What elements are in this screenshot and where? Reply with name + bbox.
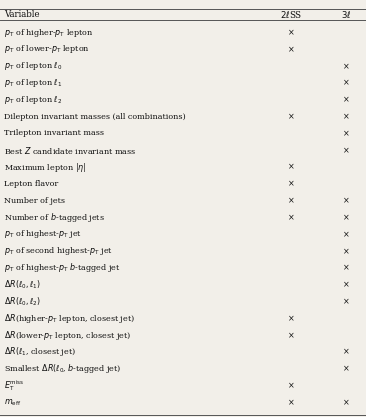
Text: $\times$: $\times$ bbox=[342, 78, 350, 88]
Text: $\times$: $\times$ bbox=[342, 112, 350, 121]
Text: $p_{\mathrm{T}}$ of highest-$p_{\mathrm{T}}$ $b$-tagged jet: $p_{\mathrm{T}}$ of highest-$p_{\mathrm{… bbox=[4, 261, 121, 274]
Text: $\times$: $\times$ bbox=[342, 297, 350, 306]
Text: $\times$: $\times$ bbox=[287, 112, 295, 121]
Text: $\times$: $\times$ bbox=[342, 61, 350, 71]
Text: $p_{\mathrm{T}}$ of highest-$p_{\mathrm{T}}$ jet: $p_{\mathrm{T}}$ of highest-$p_{\mathrm{… bbox=[4, 228, 82, 240]
Text: $\times$: $\times$ bbox=[342, 347, 350, 357]
Text: $m_{\mathrm{eff}}$: $m_{\mathrm{eff}}$ bbox=[4, 397, 22, 407]
Text: $2\ell$SS: $2\ell$SS bbox=[280, 9, 302, 20]
Text: $\Delta R$(lower-$p_{\mathrm{T}}$ lepton, closest jet): $\Delta R$(lower-$p_{\mathrm{T}}$ lepton… bbox=[4, 329, 132, 342]
Text: $p_{\mathrm{T}}$ of higher-$p_{\mathrm{T}}$ lepton: $p_{\mathrm{T}}$ of higher-$p_{\mathrm{T… bbox=[4, 27, 94, 39]
Text: Maximum lepton $|\eta|$: Maximum lepton $|\eta|$ bbox=[4, 161, 87, 173]
Text: $\times$: $\times$ bbox=[287, 398, 295, 407]
Text: Number of jets: Number of jets bbox=[4, 197, 66, 205]
Text: $\times$: $\times$ bbox=[287, 196, 295, 206]
Text: Lepton flavor: Lepton flavor bbox=[4, 180, 59, 188]
Text: $\times$: $\times$ bbox=[342, 146, 350, 155]
Text: $\times$: $\times$ bbox=[287, 330, 295, 340]
Text: $\Delta R(\ell_0, \ell_1)$: $\Delta R(\ell_0, \ell_1)$ bbox=[4, 279, 41, 291]
Text: $p_{\mathrm{T}}$ of second highest-$p_{\mathrm{T}}$ jet: $p_{\mathrm{T}}$ of second highest-$p_{\… bbox=[4, 245, 113, 257]
Text: $\times$: $\times$ bbox=[342, 229, 350, 239]
Text: $p_{\mathrm{T}}$ of lower-$p_{\mathrm{T}}$ lepton: $p_{\mathrm{T}}$ of lower-$p_{\mathrm{T}… bbox=[4, 43, 90, 55]
Text: Trilepton invariant mass: Trilepton invariant mass bbox=[4, 129, 104, 138]
Text: $\times$: $\times$ bbox=[342, 129, 350, 138]
Text: $\times$: $\times$ bbox=[287, 28, 295, 37]
Text: $3\ell$: $3\ell$ bbox=[341, 9, 351, 20]
Text: Best $Z$ candidate invariant mass: Best $Z$ candidate invariant mass bbox=[4, 145, 137, 156]
Text: $p_{\mathrm{T}}$ of lepton $\ell_0$: $p_{\mathrm{T}}$ of lepton $\ell_0$ bbox=[4, 60, 63, 72]
Text: $\times$: $\times$ bbox=[287, 381, 295, 390]
Text: $\times$: $\times$ bbox=[342, 280, 350, 289]
Text: $\times$: $\times$ bbox=[287, 45, 295, 54]
Text: $\times$: $\times$ bbox=[287, 314, 295, 323]
Text: Smallest $\Delta R(\ell_0$, $b$-tagged jet): Smallest $\Delta R(\ell_0$, $b$-tagged j… bbox=[4, 362, 122, 375]
Text: $\times$: $\times$ bbox=[287, 213, 295, 222]
Text: $\Delta R(\ell_1$, closest jet): $\Delta R(\ell_1$, closest jet) bbox=[4, 345, 76, 359]
Text: Variable: Variable bbox=[4, 10, 40, 19]
Text: $E_{\mathrm{T}}^{\mathrm{miss}}$: $E_{\mathrm{T}}^{\mathrm{miss}}$ bbox=[4, 378, 25, 393]
Text: $\times$: $\times$ bbox=[342, 196, 350, 206]
Text: $\times$: $\times$ bbox=[287, 179, 295, 188]
Text: $\times$: $\times$ bbox=[342, 246, 350, 256]
Text: $\times$: $\times$ bbox=[342, 95, 350, 105]
Text: $\Delta R(\ell_0, \ell_2)$: $\Delta R(\ell_0, \ell_2)$ bbox=[4, 295, 41, 308]
Text: $\times$: $\times$ bbox=[342, 213, 350, 222]
Text: $p_{\mathrm{T}}$ of lepton $\ell_1$: $p_{\mathrm{T}}$ of lepton $\ell_1$ bbox=[4, 77, 63, 89]
Text: Dilepton invariant masses (all combinations): Dilepton invariant masses (all combinati… bbox=[4, 113, 186, 121]
Text: $p_{\mathrm{T}}$ of lepton $\ell_2$: $p_{\mathrm{T}}$ of lepton $\ell_2$ bbox=[4, 94, 63, 106]
Text: $\times$: $\times$ bbox=[287, 162, 295, 172]
Text: $\times$: $\times$ bbox=[342, 398, 350, 407]
Text: Number of $b$-tagged jets: Number of $b$-tagged jets bbox=[4, 211, 105, 224]
Text: $\Delta R$(higher-$p_{\mathrm{T}}$ lepton, closest jet): $\Delta R$(higher-$p_{\mathrm{T}}$ lepto… bbox=[4, 312, 135, 325]
Text: $\times$: $\times$ bbox=[342, 263, 350, 273]
Text: $\times$: $\times$ bbox=[342, 364, 350, 374]
